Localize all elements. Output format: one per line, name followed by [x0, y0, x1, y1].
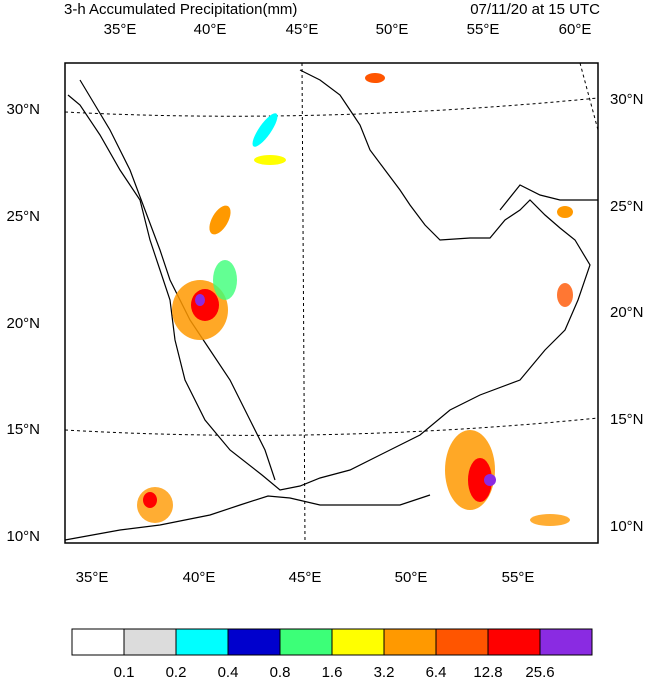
coordinate-label: 30°N [610, 91, 644, 108]
colorbar-swatch [71, 628, 125, 656]
colorbar-swatch [279, 628, 333, 656]
colorbar-swatch [435, 628, 489, 656]
graticule [64, 62, 599, 544]
colorbar-swatch [487, 628, 541, 656]
coordinate-label: 10°N [6, 528, 40, 545]
colorbar-label: 25.6 [525, 664, 554, 680]
coordinate-label: 40°E [194, 21, 227, 38]
colorbar-label: 0.2 [166, 664, 187, 680]
coordinate-label: 40°E [183, 569, 216, 586]
coordinate-label: 45°E [289, 569, 322, 586]
colorbar-label: 6.4 [426, 664, 447, 680]
colorbar-label: 1.6 [322, 664, 343, 680]
coordinate-label: 50°E [395, 569, 428, 586]
colorbar-label: 0.8 [270, 664, 291, 680]
colorbar-swatch [123, 628, 177, 656]
coordinate-label: 15°N [6, 421, 40, 438]
colorbar-swatch [383, 628, 437, 656]
coastline [64, 69, 598, 541]
colorbar-swatch [539, 628, 593, 656]
coordinate-label: 50°E [376, 21, 409, 38]
coordinate-label: 45°E [286, 21, 319, 38]
coordinate-label: 55°E [467, 21, 500, 38]
coordinate-label: 10°N [610, 518, 644, 535]
colorbar-swatch [227, 628, 281, 656]
colorbar-label: 0.4 [218, 664, 239, 680]
precipitation [137, 73, 573, 526]
title: 3-h Accumulated Precipitation(mm) [64, 1, 297, 18]
colorbar-label: 12.8 [473, 664, 502, 680]
coordinate-label: 20°N [610, 304, 644, 321]
coordinate-label: 35°E [76, 569, 109, 586]
colorbar-label: 3.2 [374, 664, 395, 680]
valid-time: 07/11/20 at 15 UTC [470, 1, 600, 18]
colorbar-label: 0.1 [114, 664, 135, 680]
coordinate-label: 20°N [6, 315, 40, 332]
coordinate-label: 60°E [559, 21, 592, 38]
colorbar-swatch [175, 628, 229, 656]
coordinate-label: 30°N [6, 101, 40, 118]
coordinate-label: 15°N [610, 411, 644, 428]
coordinate-label: 35°E [104, 21, 137, 38]
coordinate-label: 25°N [610, 198, 644, 215]
map-frame [64, 62, 599, 544]
colorbar-swatch [331, 628, 385, 656]
coordinate-label: 55°E [502, 569, 535, 586]
coordinate-label: 25°N [6, 208, 40, 225]
